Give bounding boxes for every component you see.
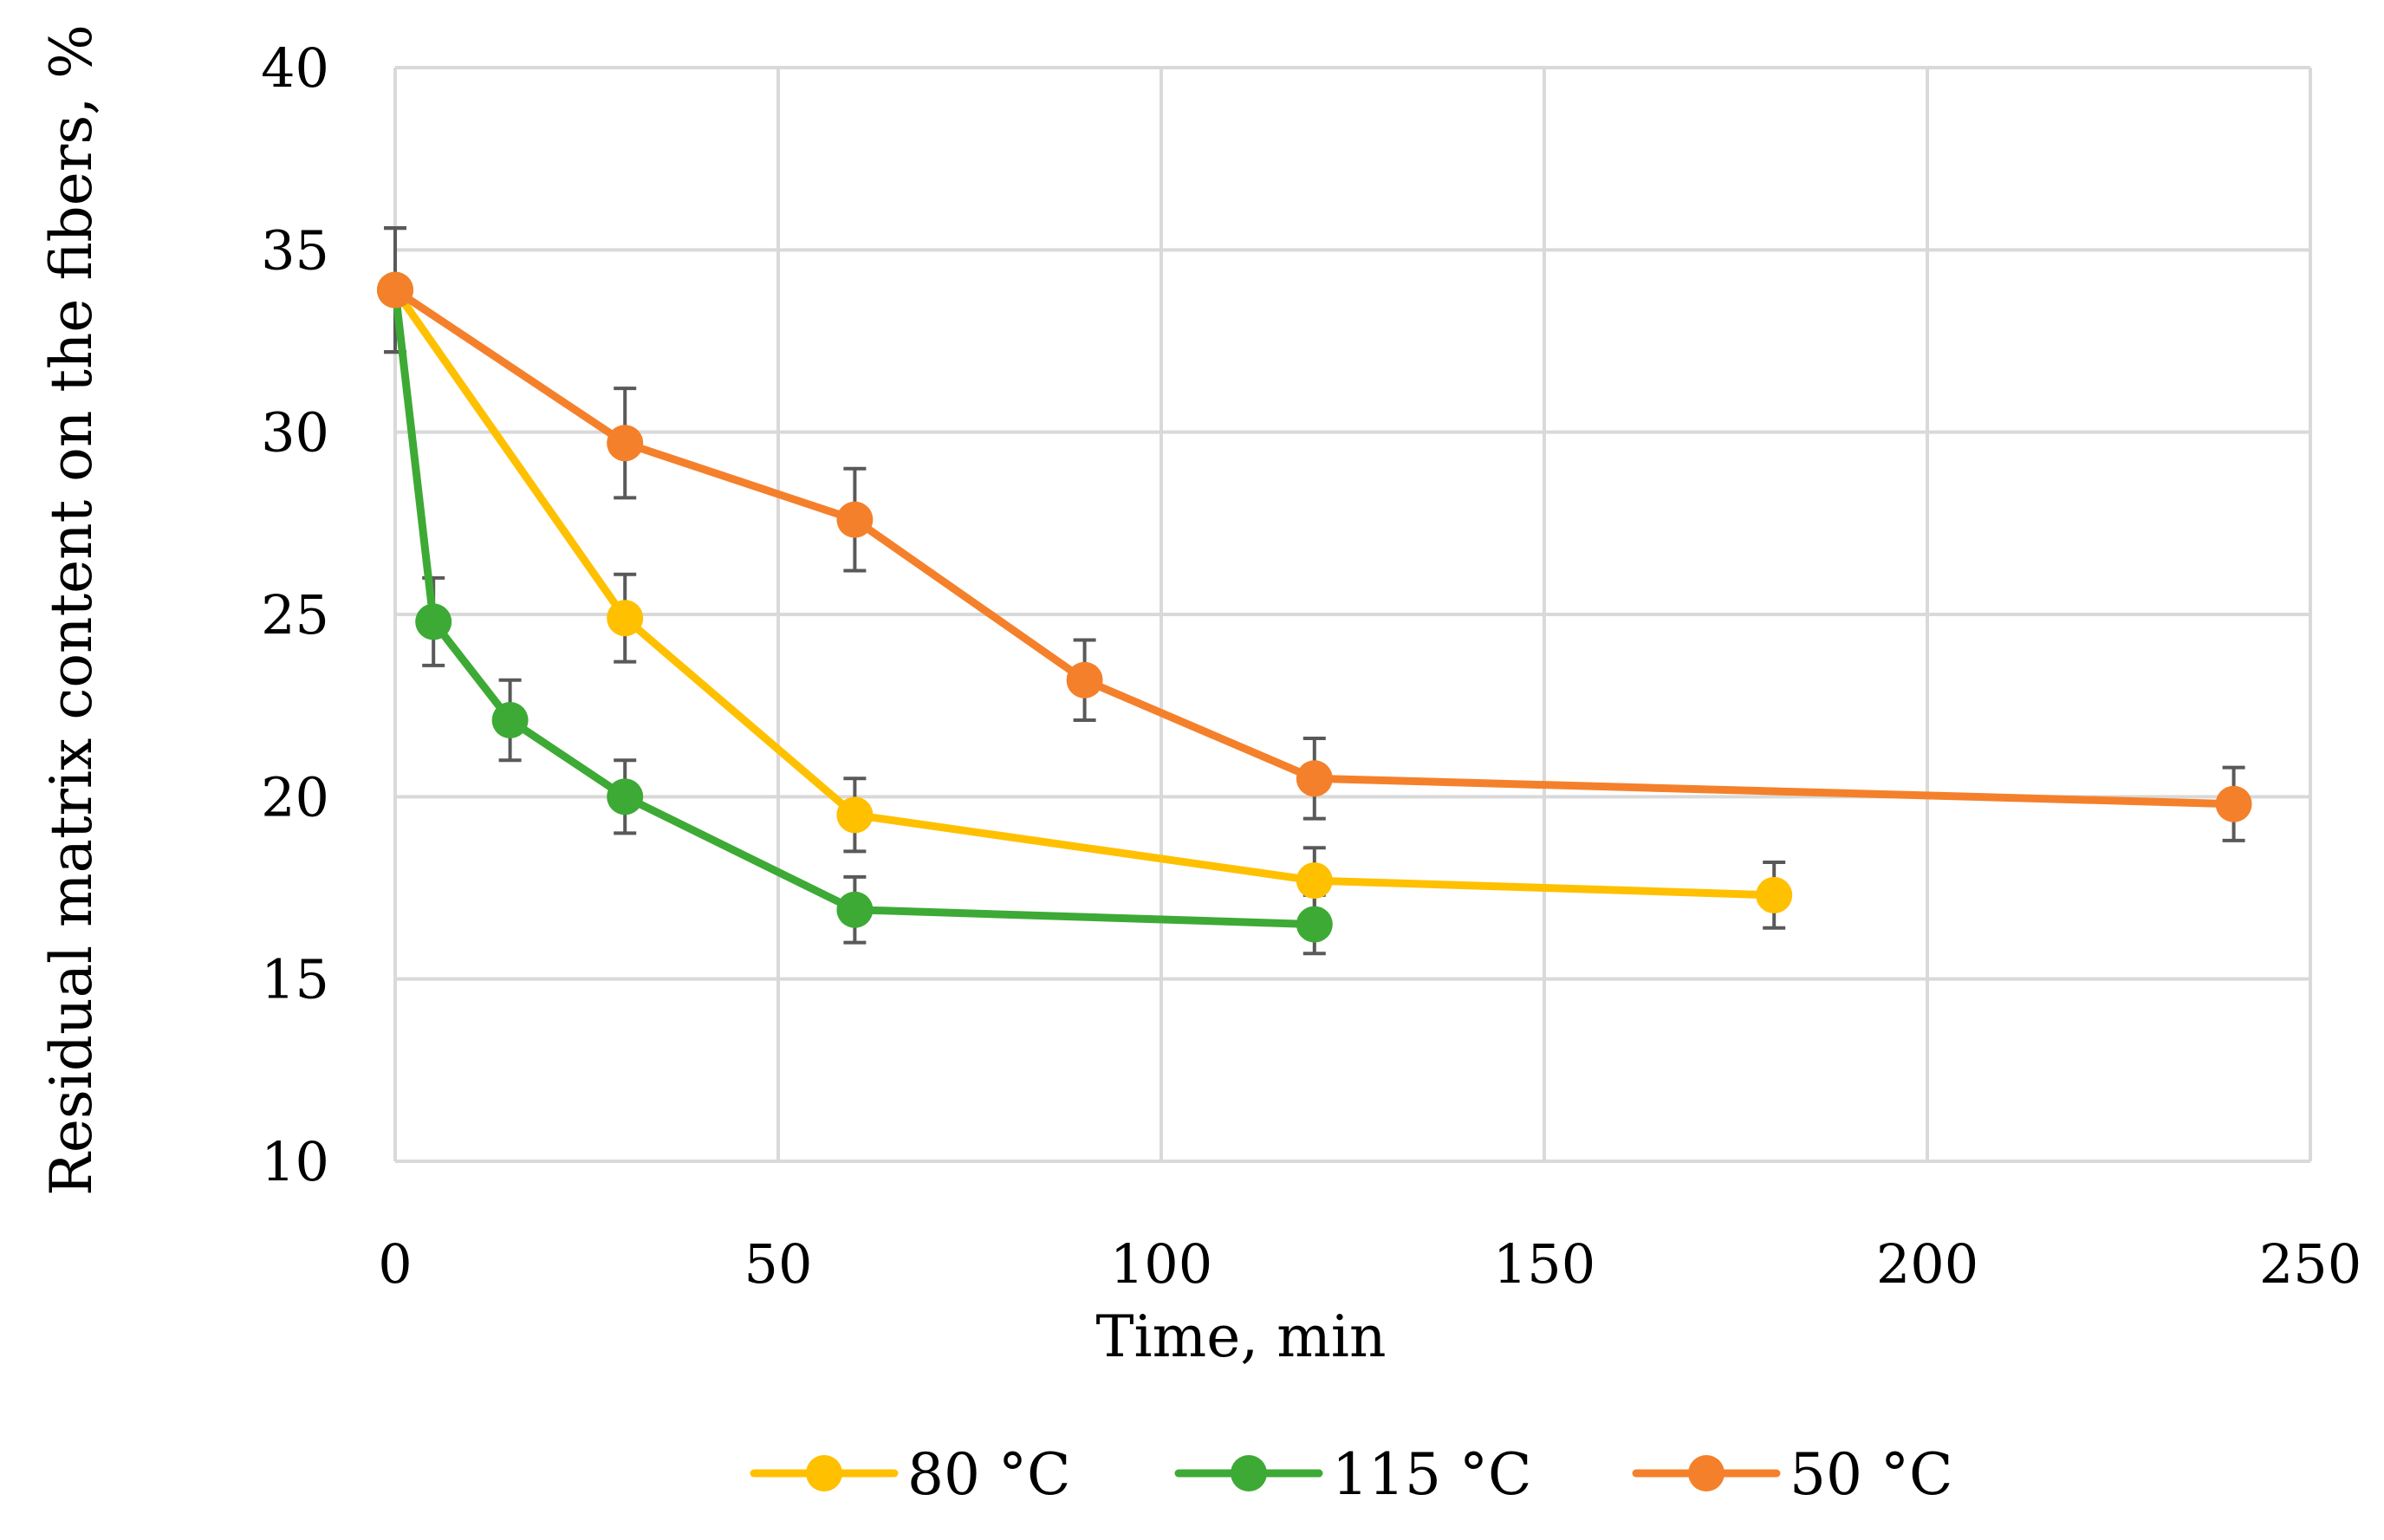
data-point-115-c-30 [607, 778, 644, 815]
tick-labels: 10 15 20 25 30 35 40 0 50 100 150 200 250 [261, 36, 2361, 1296]
legend-swatch-marker [806, 1455, 842, 1491]
data-point-50-c-120 [1296, 760, 1333, 797]
y-tick-label-20: 20 [261, 765, 329, 828]
y-tick-label-30: 30 [261, 401, 329, 465]
series-line-50-c [391, 286, 2238, 809]
legend-label-50-c: 50 °C [1790, 1441, 1952, 1508]
data-point-80-c-180 [1756, 876, 1793, 913]
data-point-50-c-90 [1066, 661, 1103, 699]
data-point-50-c-30 [607, 425, 644, 462]
data-point-80-c-30 [607, 600, 644, 637]
x-axis-title: Time, min [1096, 1303, 1387, 1370]
x-tick-label-150: 150 [1493, 1232, 1595, 1296]
x-tick-label-200: 200 [1876, 1232, 1978, 1296]
data-point-80-c-120 [1296, 862, 1333, 900]
y-tick-label-35: 35 [261, 218, 329, 282]
legend-item-50-c: 50 °C [1632, 1441, 1952, 1508]
data-point-115-c-120 [1296, 906, 1333, 943]
data-point-115-c-15 [491, 701, 529, 738]
x-tick-label-250: 250 [2259, 1232, 2361, 1296]
gridlines [395, 66, 2312, 1161]
legend-item-115-c: 115 °C [1174, 1441, 1531, 1508]
legend-swatch-marker [1688, 1455, 1725, 1491]
y-tick-label-15: 15 [261, 948, 329, 1011]
series-line-115-c [391, 286, 1319, 929]
y-tick-label-10: 10 [261, 1130, 329, 1193]
y-tick-label-25: 25 [261, 583, 329, 647]
legend-swatch-marker [1231, 1455, 1267, 1491]
data-point-50-c-0 [377, 271, 413, 309]
data-point-115-c-60 [836, 891, 874, 928]
legend: 80 °C 115 °C 50 °C [750, 1441, 1952, 1508]
data-point-80-c-60 [836, 796, 874, 834]
x-tick-label-50: 50 [744, 1232, 813, 1296]
series-markers [377, 271, 2252, 943]
data-point-115-c-5 [415, 603, 452, 640]
y-tick-label-40: 40 [261, 36, 329, 100]
y-axis-title: Residual matrix content on the fibers, % [38, 24, 105, 1196]
legend-item-80-c: 80 °C [750, 1441, 1070, 1508]
legend-label-115-c: 115 °C [1332, 1441, 1531, 1508]
x-tick-label-100: 100 [1110, 1232, 1212, 1296]
data-point-50-c-60 [836, 501, 874, 538]
x-tick-label-0: 0 [378, 1232, 412, 1296]
legend-label-80-c: 80 °C [907, 1441, 1070, 1508]
data-point-50-c-240 [2215, 785, 2252, 822]
